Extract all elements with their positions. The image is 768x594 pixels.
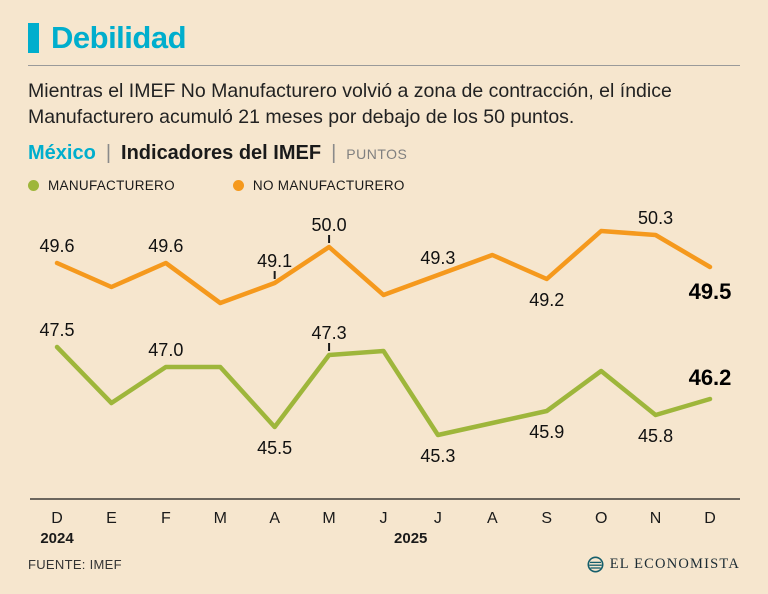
chart-kicker: México | Indicadores del IMEF | PUNTOS bbox=[28, 142, 740, 165]
svg-text:S: S bbox=[541, 510, 552, 527]
source-note: FUENTE: IMEF bbox=[28, 557, 122, 573]
kicker-title: Indicadores del IMEF bbox=[121, 142, 322, 165]
footer: FUENTE: IMEF EL ECONOMISTA bbox=[0, 554, 768, 573]
svg-text:49.3: 49.3 bbox=[420, 248, 455, 268]
header: Debilidad bbox=[28, 20, 740, 56]
legend-dot-manufacturero-icon bbox=[28, 180, 39, 192]
svg-text:2025: 2025 bbox=[394, 530, 427, 547]
page-title: Debilidad bbox=[51, 20, 187, 55]
title-accent-bar bbox=[28, 23, 39, 53]
infographic: Debilidad Mientras el IMEF No Manufactur… bbox=[0, 0, 768, 193]
svg-text:49.6: 49.6 bbox=[148, 236, 183, 256]
legend-item-no-manufacturero: NO MANUFACTURERO bbox=[232, 178, 405, 194]
svg-text:49.1: 49.1 bbox=[257, 251, 292, 271]
kicker-separator-2: | bbox=[331, 142, 337, 165]
svg-text:D: D bbox=[704, 510, 716, 527]
legend-item-manufacturero: MANUFACTURERO bbox=[28, 178, 175, 193]
svg-text:47.5: 47.5 bbox=[39, 320, 74, 340]
svg-text:50.0: 50.0 bbox=[312, 215, 347, 235]
chart-legend: MANUFACTURERO NO MANUFACTURERO bbox=[28, 178, 740, 193]
svg-text:J: J bbox=[380, 510, 388, 527]
svg-text:49.6: 49.6 bbox=[39, 236, 74, 256]
svg-text:J: J bbox=[434, 510, 442, 527]
svg-text:E: E bbox=[106, 510, 117, 527]
svg-text:M: M bbox=[214, 510, 227, 527]
brand-name: EL ECONOMISTA bbox=[609, 556, 740, 573]
svg-text:45.5: 45.5 bbox=[257, 438, 292, 458]
kicker-region: México bbox=[28, 142, 96, 165]
el-economista-logo-icon bbox=[587, 556, 604, 573]
svg-text:50.3: 50.3 bbox=[638, 208, 673, 228]
svg-text:N: N bbox=[650, 510, 662, 527]
svg-text:47.3: 47.3 bbox=[312, 323, 347, 343]
svg-text:O: O bbox=[595, 510, 607, 527]
chart-area: D E F M A M J J A S O N D 2024 2025 49.6 49.6 49.1 50.0 49.… bbox=[0, 197, 768, 554]
legend-dot-no-manufacturero-icon bbox=[232, 180, 244, 192]
kicker-unit: PUNTOS bbox=[346, 146, 408, 163]
imef-line-chart: D E F M A M J J A S O N D 2024 2025 49.6 49.6 49.1 50.0 49.… bbox=[30, 208, 740, 547]
svg-text:49.2: 49.2 bbox=[529, 290, 564, 310]
svg-text:45.9: 45.9 bbox=[529, 422, 564, 442]
svg-text:47.0: 47.0 bbox=[148, 340, 183, 360]
chart-subtitle: Mientras el IMEF No Manufacturero volvió… bbox=[28, 80, 672, 128]
kicker-separator-1: | bbox=[105, 142, 112, 165]
svg-text:46.2: 46.2 bbox=[689, 365, 732, 390]
legend-label-manufacturero: MANUFACTURERO bbox=[48, 178, 175, 194]
svg-text:45.3: 45.3 bbox=[420, 446, 455, 466]
svg-text:45.8: 45.8 bbox=[638, 426, 673, 446]
title-divider bbox=[28, 65, 740, 66]
svg-text:F: F bbox=[161, 510, 171, 527]
svg-text:A: A bbox=[487, 510, 498, 527]
svg-text:D: D bbox=[51, 510, 63, 527]
brand-lockup: EL ECONOMISTA bbox=[587, 556, 740, 573]
legend-label-no-manufacturero: NO MANUFACTURERO bbox=[252, 178, 405, 194]
svg-text:2024: 2024 bbox=[40, 530, 74, 547]
svg-text:M: M bbox=[322, 510, 335, 527]
svg-text:A: A bbox=[269, 510, 280, 527]
svg-text:49.5: 49.5 bbox=[689, 279, 732, 304]
